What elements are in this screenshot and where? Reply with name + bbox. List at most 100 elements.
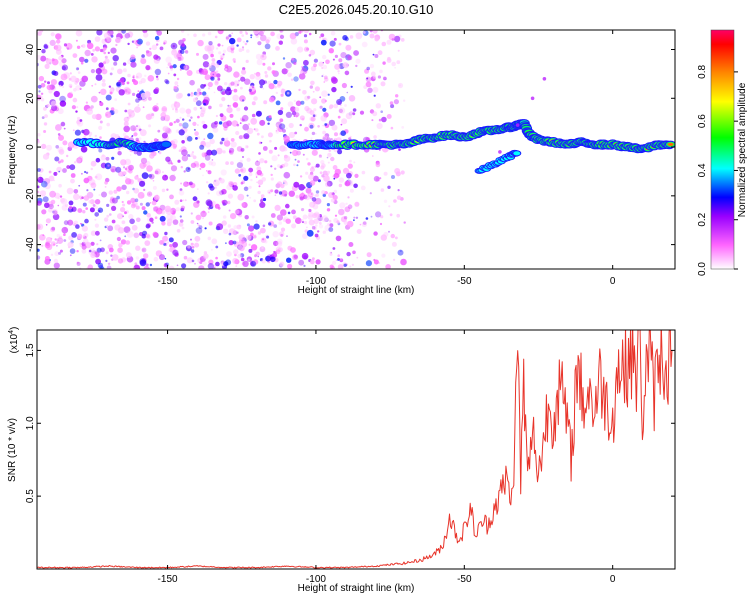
noise-speck xyxy=(146,222,152,228)
noise-speck xyxy=(222,150,226,154)
noise-speck xyxy=(104,217,107,220)
noise-speck xyxy=(299,70,303,74)
noise-speck xyxy=(196,222,199,225)
noise-speck xyxy=(363,31,366,34)
noise-speck xyxy=(222,49,227,53)
noise-speck xyxy=(241,114,249,122)
noise-speck xyxy=(293,254,298,259)
noise-speck xyxy=(313,63,317,68)
noise-speck xyxy=(123,226,131,234)
noise-speck xyxy=(397,249,404,256)
noise-speck xyxy=(76,261,81,266)
colorbar-label: Normalized spectral amplitude xyxy=(737,82,748,217)
noise-speck xyxy=(355,216,359,219)
y-tick-label: 20 xyxy=(25,92,36,104)
noise-speck xyxy=(369,30,373,33)
noise-speck xyxy=(309,167,315,173)
noise-speck xyxy=(172,108,175,111)
noise-speck xyxy=(264,43,271,50)
noise-speck xyxy=(333,103,339,109)
noise-speck xyxy=(98,125,103,130)
noise-speck xyxy=(192,155,197,160)
noise-speck xyxy=(251,101,256,106)
noise-speck xyxy=(110,107,115,111)
noise-speck xyxy=(304,105,310,112)
noise-speck xyxy=(267,66,272,71)
noise-speck xyxy=(118,243,123,248)
noise-speck xyxy=(167,62,172,67)
colorbar-tick-label: 0.4 xyxy=(697,163,708,177)
noise-speck xyxy=(238,245,243,250)
noise-speck xyxy=(380,188,385,192)
noise-speckle-layer xyxy=(37,30,407,269)
noise-speck xyxy=(366,77,369,80)
noise-speck xyxy=(185,108,192,115)
noise-speck xyxy=(182,118,185,121)
noise-speck xyxy=(222,215,227,219)
noise-speck xyxy=(246,145,249,148)
snr-y-ticks: 1.51.00.5 xyxy=(25,343,675,503)
noise-speck xyxy=(279,123,286,130)
noise-speck xyxy=(67,92,73,99)
noise-speck xyxy=(105,156,110,161)
noise-speck xyxy=(271,155,278,162)
noise-speck xyxy=(121,174,124,177)
noise-speck xyxy=(181,155,189,162)
noise-speck xyxy=(260,199,264,203)
noise-speck xyxy=(400,250,402,252)
noise-speck xyxy=(72,53,78,58)
noise-speck xyxy=(302,214,308,220)
noise-speck xyxy=(65,43,73,50)
noise-speck xyxy=(371,119,374,122)
noise-speck xyxy=(281,88,284,91)
noise-speck xyxy=(343,216,348,220)
noise-speck xyxy=(393,35,401,43)
noise-speck xyxy=(288,122,294,129)
noise-speck xyxy=(349,188,354,193)
noise-speck xyxy=(196,52,199,56)
noise-speck xyxy=(274,194,277,196)
noise-speck xyxy=(169,122,173,126)
noise-speck xyxy=(375,211,382,218)
noise-speck xyxy=(146,213,151,218)
noise-speck xyxy=(314,132,317,135)
noise-speck xyxy=(283,135,290,142)
noise-speck xyxy=(76,67,79,70)
noise-speck xyxy=(178,190,185,196)
noise-speck xyxy=(278,40,283,45)
noise-speck xyxy=(67,141,75,149)
noise-speck xyxy=(285,61,292,69)
noise-speck xyxy=(116,236,121,242)
noise-speck xyxy=(246,223,250,227)
noise-speck xyxy=(45,236,53,244)
noise-speck xyxy=(153,107,158,112)
snr-scale-factor: (x104) xyxy=(8,327,20,354)
noise-speck xyxy=(275,130,278,132)
noise-speck xyxy=(154,87,160,92)
noise-speck xyxy=(208,65,212,68)
noise-speck xyxy=(172,241,179,248)
noise-speck xyxy=(296,164,299,167)
noise-speck xyxy=(387,56,391,61)
noise-speck xyxy=(301,252,309,260)
noise-speck xyxy=(314,233,319,238)
noise-speck xyxy=(186,113,191,118)
snr-x-axis-label: Height of straight line (km) xyxy=(298,583,415,594)
noise-speck xyxy=(364,68,370,74)
noise-speck xyxy=(186,136,193,142)
noise-speck xyxy=(372,155,374,157)
noise-speck xyxy=(354,173,359,178)
noise-speck xyxy=(191,151,195,154)
noise-speck xyxy=(334,214,338,217)
noise-speck xyxy=(261,33,264,36)
noise-speck xyxy=(395,236,398,240)
noise-speck xyxy=(291,57,295,61)
noise-speck xyxy=(287,263,293,269)
noise-speck xyxy=(302,233,308,240)
noise-speck xyxy=(177,57,182,61)
noise-speck xyxy=(224,64,229,68)
noise-speck xyxy=(274,85,277,89)
noise-speck xyxy=(203,138,206,141)
noise-speck xyxy=(293,181,300,188)
noise-speck xyxy=(293,115,296,117)
